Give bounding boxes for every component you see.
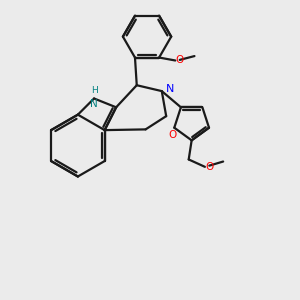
Text: N: N — [90, 99, 98, 109]
Text: H: H — [91, 86, 98, 95]
Text: O: O — [169, 130, 177, 140]
Text: O: O — [205, 162, 213, 172]
Text: O: O — [175, 56, 184, 65]
Text: N: N — [166, 84, 174, 94]
